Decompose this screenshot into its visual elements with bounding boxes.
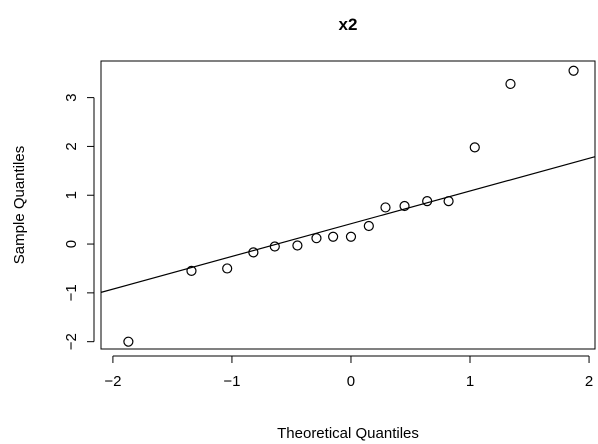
y-axis: −2 −1 0 1 2 3 bbox=[63, 93, 95, 350]
data-points bbox=[123, 65, 579, 347]
plot-frame bbox=[100, 60, 596, 350]
data-point bbox=[399, 200, 410, 212]
reference-line bbox=[100, 156, 596, 293]
data-point bbox=[311, 233, 322, 244]
data-point bbox=[248, 247, 259, 258]
data-point bbox=[505, 78, 516, 90]
y-tick-label: 2 bbox=[63, 142, 80, 150]
x-tick-label: −2 bbox=[104, 373, 121, 390]
y-tick-label: 1 bbox=[63, 191, 80, 199]
data-point bbox=[269, 241, 280, 252]
data-point bbox=[469, 142, 480, 153]
data-point bbox=[345, 231, 357, 242]
data-point bbox=[186, 265, 197, 276]
x-axis: −2 −1 0 1 2 bbox=[104, 355, 593, 390]
y-tick-label: −2 bbox=[63, 333, 80, 350]
data-point bbox=[380, 202, 391, 213]
chart-title: x2 bbox=[339, 15, 358, 34]
x-tick-label: −1 bbox=[223, 373, 240, 390]
data-point bbox=[422, 195, 433, 207]
x-axis-title: Theoretical Quantiles bbox=[277, 425, 419, 442]
x-tick-label: 0 bbox=[347, 373, 355, 390]
data-point bbox=[123, 336, 134, 347]
x-tick-label: 1 bbox=[466, 373, 474, 390]
data-point bbox=[443, 195, 454, 207]
y-tick-label: 0 bbox=[63, 240, 80, 248]
y-tick-label: −1 bbox=[63, 284, 80, 301]
data-point bbox=[222, 263, 233, 274]
data-point bbox=[328, 231, 339, 242]
data-point bbox=[292, 240, 303, 251]
y-tick-label: 3 bbox=[63, 93, 80, 101]
x-tick-label: 2 bbox=[585, 373, 593, 390]
data-point bbox=[363, 220, 374, 232]
y-axis-title: Sample Quantiles bbox=[11, 146, 28, 264]
data-point bbox=[568, 65, 579, 76]
